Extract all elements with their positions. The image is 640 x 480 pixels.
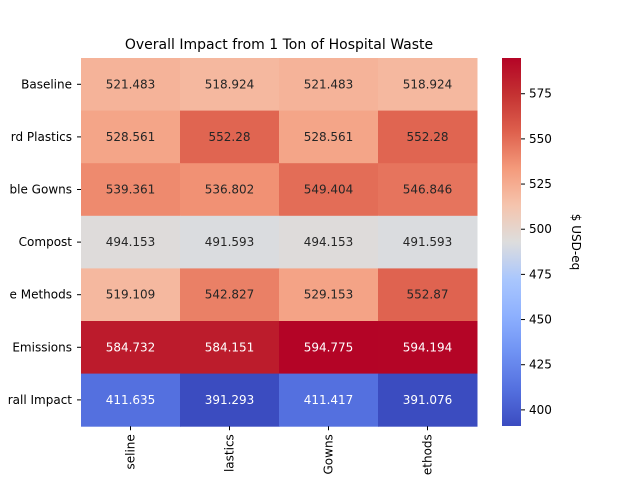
x-tick-label: Gowns [322, 434, 336, 474]
colorbar: 400 425 450 475 500 525 550 575 $ USD-eq [502, 58, 583, 426]
heatmap-cell [378, 163, 478, 217]
cell-value-label: 391.076 [403, 393, 453, 407]
heatmap-cell [279, 215, 379, 269]
y-tick-label: Emissions [12, 340, 72, 354]
heatmap-cell [180, 373, 280, 427]
cell-value-label: 546.846 [403, 183, 453, 197]
cell-value-label: 411.635 [106, 393, 156, 407]
cell-value-label: 518.924 [403, 77, 453, 91]
chart-title: Overall Impact from 1 Ton of Hospital Wa… [125, 37, 433, 53]
cell-value-label: 494.153 [106, 235, 156, 249]
y-tick-label: rd Plastics [11, 130, 72, 144]
y-tick-label: ble Gowns [10, 183, 72, 197]
colorbar-tick-label: 450 [529, 313, 552, 327]
cell-value-label: 552.28 [209, 130, 251, 144]
cell-value-label: 391.293 [205, 393, 255, 407]
heatmap-cell [378, 321, 478, 375]
colorbar-tick-label: 575 [529, 87, 552, 101]
heatmap-cell [180, 321, 280, 375]
heatmap-cell [279, 373, 379, 427]
cell-value-label: 491.593 [403, 235, 453, 249]
colorbar-tick-label: 500 [529, 222, 552, 236]
cell-value-label: 594.775 [304, 340, 354, 354]
cell-value-label: 519.109 [106, 288, 156, 302]
cell-value-label: 529.153 [304, 288, 354, 302]
cell-value-label: 528.561 [304, 130, 354, 144]
cell-value-label: 528.561 [106, 130, 156, 144]
heatmap-cell [81, 110, 181, 164]
heatmap-cells: 521.483 518.924 521.483 518.924 528.561 552.2… [81, 58, 478, 427]
heatmap-cell [180, 268, 280, 322]
heatmap-cell [279, 110, 379, 164]
heatmap-cell [81, 373, 181, 427]
cell-value-label: 539.361 [106, 183, 156, 197]
x-tick-label: seline [124, 434, 138, 469]
y-tick-label: Baseline [21, 77, 72, 91]
colorbar-tick-label: 525 [529, 177, 552, 191]
heatmap-cell [180, 215, 280, 269]
heatmap-cell [180, 58, 280, 112]
colorbar-ticks: 400 425 450 475 500 525 550 575 [521, 87, 552, 417]
heatmap-cell [378, 215, 478, 269]
cell-value-label: 536.802 [205, 183, 255, 197]
heatmap-cell [180, 163, 280, 217]
cell-value-label: 552.28 [407, 130, 449, 144]
cell-value-label: 494.153 [304, 235, 354, 249]
x-tick-label: ethods [421, 434, 435, 475]
heatmap-cell [378, 58, 478, 112]
y-tick-label: Compost [19, 235, 73, 249]
heatmap-cell [81, 163, 181, 217]
heatmap-cell [279, 163, 379, 217]
heatmap-cell [378, 268, 478, 322]
cell-value-label: 542.827 [205, 288, 255, 302]
cell-value-label: 584.151 [205, 340, 255, 354]
colorbar-tick-label: 400 [529, 403, 552, 417]
heatmap-cell [378, 373, 478, 427]
cell-value-label: 594.194 [403, 340, 453, 354]
heatmap-cell [81, 268, 181, 322]
cell-value-label: 549.404 [304, 183, 354, 197]
heatmap-cell [279, 268, 379, 322]
colorbar-tick-label: 550 [529, 132, 552, 146]
y-tick-label: rall Impact [8, 393, 73, 407]
colorbar-tick-label: 475 [529, 267, 552, 281]
cell-value-label: 521.483 [304, 77, 354, 91]
y-tick-label: e Methods [10, 288, 72, 302]
cell-value-label: 521.483 [106, 77, 156, 91]
heatmap-cell [180, 110, 280, 164]
heatmap-cell [81, 215, 181, 269]
cell-value-label: 518.924 [205, 77, 255, 91]
heatmap-cell [279, 58, 379, 112]
cell-value-label: 552.87 [407, 288, 449, 302]
y-axis: Baseline rd Plastics ble Gowns Compost e Met… [8, 77, 81, 407]
heatmap-cell [81, 321, 181, 375]
colorbar-tick-label: 425 [529, 358, 552, 372]
heatmap-cell [378, 110, 478, 164]
colorbar-gradient [502, 58, 521, 426]
x-axis: seline lastics Gowns ethods [124, 426, 435, 475]
heatmap-cell [279, 321, 379, 375]
cell-value-label: 411.417 [304, 393, 354, 407]
cell-value-label: 491.593 [205, 235, 255, 249]
colorbar-label: $ USD-eq [569, 214, 583, 270]
heatmap-cell [81, 58, 181, 112]
cell-value-label: 584.732 [106, 340, 156, 354]
x-tick-label: lastics [223, 434, 237, 472]
